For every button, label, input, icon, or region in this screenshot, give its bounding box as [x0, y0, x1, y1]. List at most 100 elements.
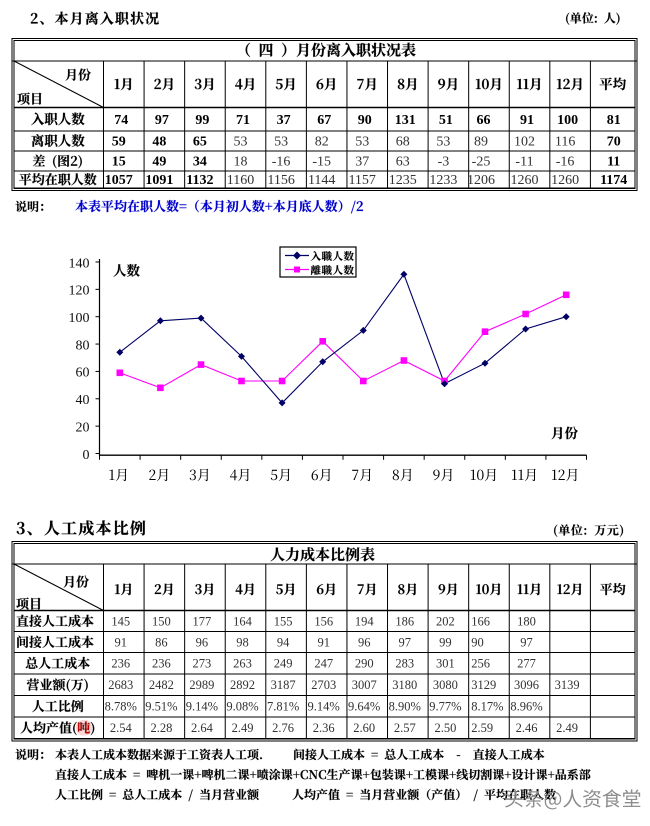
svg-text:1091: 1091: [145, 173, 173, 188]
svg-text:247: 247: [314, 657, 333, 671]
svg-text:91: 91: [520, 113, 534, 128]
svg-text:8.90%: 8.90%: [389, 700, 421, 714]
svg-text:1174: 1174: [600, 173, 627, 188]
svg-text:2.49: 2.49: [232, 721, 254, 735]
svg-text:2892: 2892: [230, 678, 255, 692]
svg-text:82: 82: [315, 135, 329, 150]
svg-text:53: 53: [355, 135, 369, 150]
svg-text:236: 236: [152, 657, 171, 671]
svg-text:1160: 1160: [227, 173, 254, 188]
svg-text:3180: 3180: [392, 678, 417, 692]
svg-text:1057: 1057: [105, 173, 133, 188]
svg-text:9.14%: 9.14%: [308, 700, 340, 714]
svg-text:-16: -16: [556, 155, 575, 170]
svg-text:96: 96: [196, 635, 209, 649]
svg-text:0: 0: [83, 448, 90, 463]
svg-text:-11: -11: [515, 155, 533, 170]
svg-text:102: 102: [514, 135, 535, 150]
svg-text:177: 177: [193, 614, 212, 628]
svg-text:65: 65: [193, 135, 207, 150]
svg-text:18: 18: [234, 155, 248, 170]
svg-text:20: 20: [76, 420, 90, 435]
svg-text:74: 74: [114, 113, 128, 128]
svg-text:2683: 2683: [108, 678, 133, 692]
svg-text:91: 91: [317, 635, 330, 649]
svg-text:-3: -3: [438, 155, 450, 170]
svg-text:2.49: 2.49: [556, 721, 578, 735]
svg-text:81: 81: [607, 113, 621, 128]
svg-text:3080: 3080: [433, 678, 458, 692]
svg-text:1156: 1156: [267, 173, 294, 188]
svg-text:131: 131: [395, 113, 416, 128]
svg-text:53: 53: [234, 135, 248, 150]
svg-text:145: 145: [111, 614, 130, 628]
svg-text:2.28: 2.28: [150, 721, 172, 735]
svg-text:156: 156: [314, 614, 333, 628]
svg-text:8.78%: 8.78%: [105, 700, 137, 714]
svg-text:60: 60: [76, 366, 90, 381]
svg-text:98: 98: [236, 635, 249, 649]
svg-text:49: 49: [152, 155, 166, 170]
svg-text:249: 249: [274, 657, 293, 671]
svg-text:97: 97: [520, 635, 533, 649]
svg-text:2.59: 2.59: [471, 721, 493, 735]
svg-text:2.46: 2.46: [516, 721, 538, 735]
svg-text:3139: 3139: [555, 678, 580, 692]
svg-text:59: 59: [112, 135, 126, 150]
svg-text:2.54: 2.54: [110, 721, 133, 735]
svg-text:-25: -25: [472, 155, 491, 170]
svg-text:99: 99: [195, 113, 209, 128]
svg-text:186: 186: [395, 614, 414, 628]
svg-text:3096: 3096: [514, 678, 539, 692]
svg-text:2703: 2703: [311, 678, 336, 692]
svg-text:2.64: 2.64: [191, 721, 214, 735]
svg-text:34: 34: [193, 155, 207, 170]
svg-text:155: 155: [274, 614, 293, 628]
svg-text:1206: 1206: [467, 173, 495, 188]
svg-text:7.81%: 7.81%: [267, 700, 299, 714]
svg-text:1144: 1144: [308, 173, 335, 188]
svg-text:1235: 1235: [389, 173, 417, 188]
svg-text:273: 273: [193, 657, 212, 671]
svg-text:301: 301: [436, 657, 455, 671]
svg-text:9.77%: 9.77%: [429, 700, 461, 714]
svg-text:9.64%: 9.64%: [348, 700, 380, 714]
svg-text:68: 68: [396, 135, 410, 150]
svg-text:150: 150: [152, 614, 171, 628]
svg-text:180: 180: [517, 614, 536, 628]
svg-text:97: 97: [155, 113, 169, 128]
svg-text:100: 100: [69, 311, 90, 326]
svg-text:290: 290: [355, 657, 374, 671]
svg-text:116: 116: [555, 135, 575, 150]
svg-text:37: 37: [277, 113, 291, 128]
svg-text:86: 86: [155, 635, 168, 649]
svg-text:37: 37: [355, 155, 369, 170]
svg-text:3187: 3187: [271, 678, 296, 692]
svg-text:120: 120: [69, 284, 90, 299]
svg-text:-15: -15: [312, 155, 331, 170]
svg-text:140: 140: [69, 256, 90, 271]
svg-text:164: 164: [233, 614, 253, 628]
svg-text:1260: 1260: [551, 173, 579, 188]
svg-text:94: 94: [277, 635, 290, 649]
svg-text:277: 277: [517, 657, 536, 671]
svg-text:8.96%: 8.96%: [510, 700, 542, 714]
svg-text:283: 283: [395, 657, 414, 671]
svg-text:2482: 2482: [149, 678, 174, 692]
svg-text:236: 236: [111, 657, 130, 671]
svg-text:2.50: 2.50: [434, 721, 456, 735]
svg-text:1157: 1157: [348, 173, 375, 188]
svg-text:90: 90: [358, 113, 372, 128]
svg-text:9.14%: 9.14%: [186, 700, 218, 714]
svg-text:90: 90: [471, 635, 484, 649]
svg-text:71: 71: [236, 113, 250, 128]
svg-text:96: 96: [358, 635, 371, 649]
svg-text:1132: 1132: [186, 173, 213, 188]
svg-text:2.60: 2.60: [353, 721, 375, 735]
svg-text:202: 202: [436, 614, 455, 628]
svg-text:2989: 2989: [189, 678, 214, 692]
svg-text:1233: 1233: [429, 173, 457, 188]
svg-text:3129: 3129: [471, 678, 496, 692]
svg-text:89: 89: [474, 135, 488, 150]
svg-text:51: 51: [439, 113, 453, 128]
